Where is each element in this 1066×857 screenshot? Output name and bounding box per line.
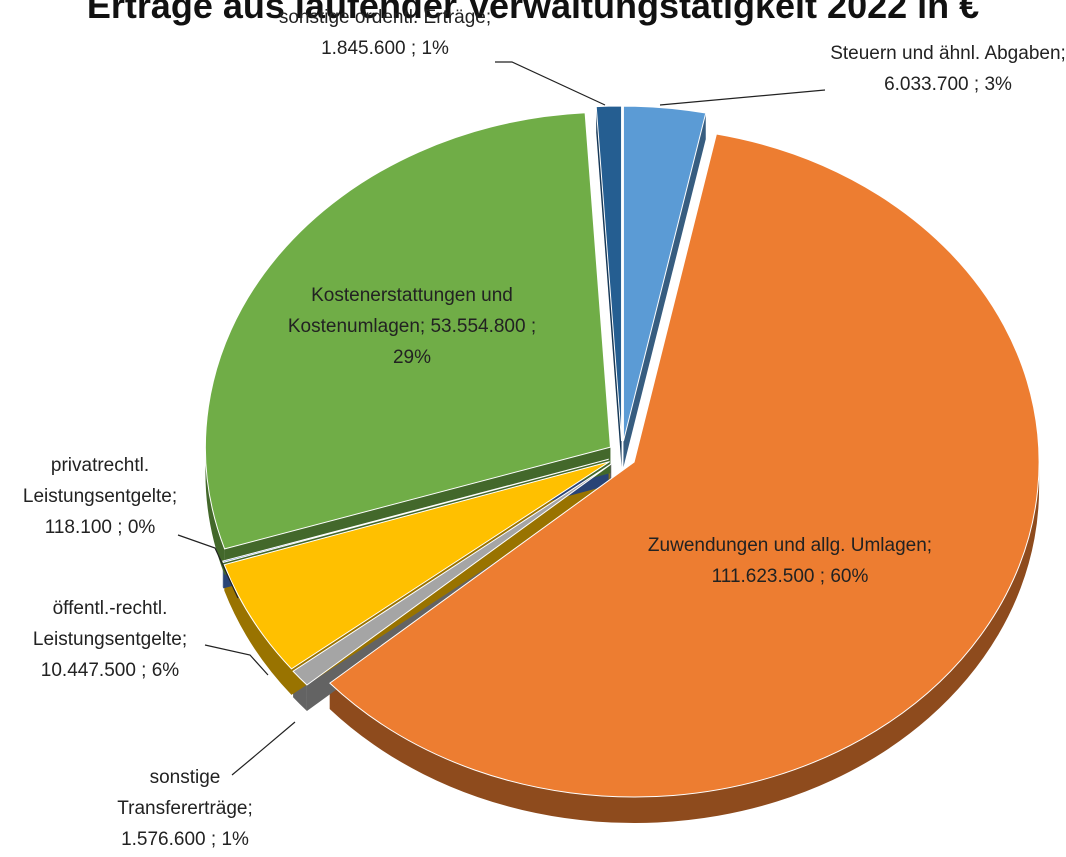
leader-line: [659, 89, 826, 106]
percent-label: 60%: [830, 566, 869, 587]
category: Steuern und ähnl. Abgaben: [830, 43, 1061, 64]
separator: ;: [819, 566, 826, 587]
data-label: Steuern und ähnl. Abgaben; 6.033.700 ; 3…: [823, 38, 1066, 100]
separator: ;: [247, 798, 253, 819]
separator: ;: [181, 629, 188, 650]
data-label: sonstige Transfererträge; 1.576.600 ; 1%: [100, 762, 270, 855]
separator: ;: [973, 74, 980, 95]
category: sonstige Transfererträge: [117, 767, 248, 819]
percent-label: 1%: [421, 38, 449, 59]
data-label: Kostenerstattungen und Kostenumlagen; 53…: [282, 280, 542, 373]
chart-title: Erträge aus laufender Verwaltungstätigke…: [87, 0, 979, 26]
category: privatrechtl. Leistungsentgelte: [22, 455, 172, 507]
leader-line: [204, 644, 269, 676]
percent-label: 29%: [392, 347, 432, 368]
leader-line: [177, 534, 239, 599]
value-label: 10.447.500: [40, 660, 136, 681]
data-label: privatrechtl. Leistungsentgelte; 118.100…: [15, 450, 185, 543]
value-label: 111.623.500: [711, 566, 815, 587]
category: öffentl.-rechtl. Leistungsentgelte: [32, 598, 182, 650]
separator: ;: [210, 829, 217, 850]
separator: ;: [530, 316, 537, 337]
separator: ;: [117, 517, 123, 538]
separator: ;: [485, 7, 492, 28]
leader-line: [231, 721, 296, 776]
slice: [622, 105, 707, 442]
slice-side: [224, 564, 292, 695]
separator: ;: [410, 38, 417, 59]
percent-label: 6%: [151, 660, 180, 681]
value-label: 1.845.600: [321, 38, 406, 59]
value-label: 53.554.800: [430, 316, 526, 337]
separator: ;: [419, 316, 426, 337]
value-label: 118.100: [44, 517, 112, 538]
leader-line: [495, 61, 606, 106]
separator: ;: [171, 486, 178, 507]
slice: [595, 105, 623, 442]
separator: ;: [141, 660, 147, 681]
data-label: Zuwendungen und allg. Umlagen; 111.623.5…: [600, 530, 980, 592]
separator: ;: [926, 535, 933, 556]
slice: [329, 133, 1040, 798]
percent-label: 3%: [984, 74, 1012, 95]
percent-label: 1%: [221, 829, 249, 850]
slice: [222, 458, 609, 563]
category: Zuwendungen und allg. Umlagen: [647, 535, 927, 556]
slice-side: [205, 447, 225, 575]
slice: [223, 461, 610, 670]
value-label: 6.033.700: [884, 74, 969, 95]
category: sonstige ordentl. Erträge: [278, 7, 486, 28]
slice: [292, 463, 612, 686]
slice-wall: [623, 113, 706, 468]
slice: [205, 112, 611, 550]
category: Kostenerstattungen und Kostenumlagen: [287, 285, 513, 337]
data-label: sonstige ordentl. Erträge; 1.845.600 ; 1…: [265, 2, 505, 64]
percent-label: 0%: [127, 517, 156, 538]
separator: ;: [1060, 43, 1066, 64]
data-label: öffentl.-rechtl. Leistungsentgelte; 10.4…: [10, 593, 210, 686]
value-label: 1.576.600: [121, 829, 206, 850]
